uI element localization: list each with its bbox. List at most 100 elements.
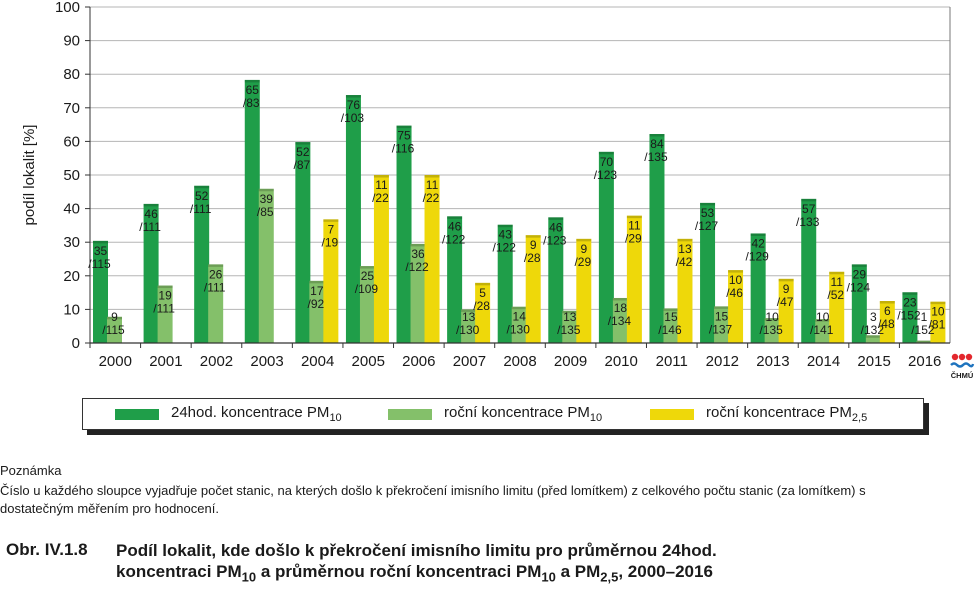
bar-label-total: /29 — [625, 232, 642, 246]
bar-label-count: 10 — [816, 310, 830, 324]
bar-label-total: /46 — [726, 286, 743, 300]
x-tick-label: 2013 — [756, 353, 789, 370]
bar-top-shade — [612, 297, 628, 301]
bar-top-shade — [626, 215, 642, 219]
legend-swatch-pm10-24h — [115, 408, 159, 420]
bar-pm10_24h-2013 — [750, 233, 766, 343]
y-tick-label: 100 — [55, 0, 80, 16]
bar-pm25_annual-2015 — [879, 301, 895, 343]
bars — [93, 79, 946, 344]
bar-pm10_24h-2010 — [598, 151, 614, 343]
bar-top-shade — [700, 202, 716, 206]
bar-label-count: 10 — [765, 310, 779, 324]
legend-item-pm10-annual: roční koncentrace PM10 — [388, 404, 603, 424]
bar-label-total: /115 — [88, 257, 111, 271]
bar-label-count: 14 — [513, 310, 527, 324]
bar-pm10_annual-2008 — [511, 306, 527, 343]
x-tick-label: 2015 — [857, 353, 890, 370]
bar-label-total: /123 — [594, 168, 618, 182]
bar-pm25_annual-2006 — [424, 175, 440, 343]
bar-pm10_annual-2003 — [258, 188, 274, 343]
x-tick-label: 2016 — [908, 353, 941, 370]
bar-pm10_24h-2015 — [851, 264, 867, 343]
bar-pm10_annual-2014 — [815, 319, 831, 343]
bar-top-shade — [143, 203, 159, 207]
bar-label-count: 42 — [751, 236, 765, 250]
x-tick-label: 2007 — [453, 353, 486, 370]
legend-item-pm25-annual: roční koncentrace PM2,5 — [650, 404, 868, 424]
bar-label-total: /111 — [153, 302, 175, 316]
bar-pm10_24h-2009 — [548, 217, 564, 343]
bar-label-total: /129 — [745, 249, 769, 263]
bar-label-total: /47 — [777, 295, 794, 309]
bar-top-shade — [714, 306, 730, 309]
bar-pm10_24h-2016 — [902, 292, 918, 343]
bar-label-count: 5 — [479, 286, 486, 300]
bar-label-count: 26 — [209, 267, 223, 281]
bar-label-count: 35 — [94, 244, 108, 258]
bar-pm10_24h-2011 — [649, 134, 665, 343]
bar-pm10_24h-2005 — [345, 95, 361, 343]
bar-label-count: 1 — [921, 310, 928, 324]
bar-label-count: 84 — [650, 137, 664, 151]
bar-label-count: 52 — [296, 145, 310, 159]
bar-top-shade — [323, 219, 339, 222]
bar-label-count: 52 — [195, 189, 209, 203]
bar-top-shade — [511, 306, 527, 310]
bar-label-total: /116 — [392, 142, 415, 156]
x-tick-label: 2011 — [656, 353, 688, 370]
bar-top-shade — [728, 270, 744, 273]
bar-label-total: /87 — [294, 158, 311, 172]
bar-label-total: /132 — [861, 323, 885, 337]
y-tick-label: 70 — [63, 100, 80, 117]
bar-label-total: /134 — [608, 314, 632, 328]
bar-pm10_annual-2001 — [157, 285, 173, 343]
bar-pm10_annual-2015 — [865, 335, 881, 343]
bar-top-shade — [447, 216, 463, 219]
y-tick-label: 40 — [63, 201, 80, 218]
bar-label-count: 46 — [549, 220, 563, 234]
bar-label-count: 13 — [563, 310, 577, 324]
bar-pm10_24h-2012 — [700, 202, 716, 343]
legend-label-pm25-annual: roční koncentrace PM2,5 — [706, 404, 868, 424]
legend-label-pm10-annual: roční koncentrace PM10 — [444, 404, 603, 424]
bar-label-total: /130 — [456, 323, 480, 337]
x-tick-label: 2006 — [402, 353, 435, 370]
bar-pm10_24h-2002 — [194, 185, 210, 343]
bar-top-shade — [649, 134, 665, 137]
bar-pm25_annual-2013 — [778, 278, 794, 343]
caption-line-2: koncentraci PM10 a průměrnou roční konce… — [116, 562, 713, 585]
bar-top-shade — [930, 301, 946, 305]
bar-label-count: 76 — [347, 98, 361, 112]
bar-label-total: /122 — [442, 232, 466, 246]
y-tick-label: 0 — [72, 335, 80, 352]
note-text: Číslo u každého sloupce vyjadřuje počet … — [0, 483, 866, 516]
legend-label-pm10-24h: 24hod. koncentrace PM10 — [171, 404, 342, 424]
bar-pm10_24h-2008 — [497, 224, 513, 343]
bar-pm10_annual-2013 — [764, 318, 780, 343]
bar-label-total: /92 — [308, 297, 325, 311]
bar-label-count: 75 — [397, 129, 411, 143]
x-tick-label: 2000 — [99, 353, 132, 370]
bar-label-count: 9 — [783, 282, 790, 296]
bar-label-count: 57 — [802, 202, 816, 216]
bar-top-shade — [750, 233, 766, 236]
bar-label-count: 46 — [144, 207, 158, 221]
bar-label-total: /127 — [695, 219, 719, 233]
bar-label-count: 11 — [375, 178, 388, 192]
bar-pm25_annual-2004 — [323, 219, 339, 343]
bar-pm10_annual-2009 — [562, 310, 578, 343]
bar-top-shade — [663, 308, 679, 311]
bar-pm10_annual-2016 — [916, 340, 932, 343]
y-tick-label: 30 — [63, 234, 80, 251]
bar-label-count: 11 — [426, 178, 439, 192]
bar-pm10_annual-2007 — [461, 309, 477, 343]
bar-label-count: 18 — [614, 301, 628, 315]
bar-label-total: /135 — [644, 150, 668, 164]
gridlines — [90, 6, 950, 344]
x-tick-label: 2012 — [706, 353, 739, 370]
bar-top-shade — [208, 264, 224, 267]
bar-top-shade — [677, 238, 693, 242]
bar-label-count: 19 — [158, 289, 172, 303]
bar-label-total: /130 — [507, 323, 531, 337]
